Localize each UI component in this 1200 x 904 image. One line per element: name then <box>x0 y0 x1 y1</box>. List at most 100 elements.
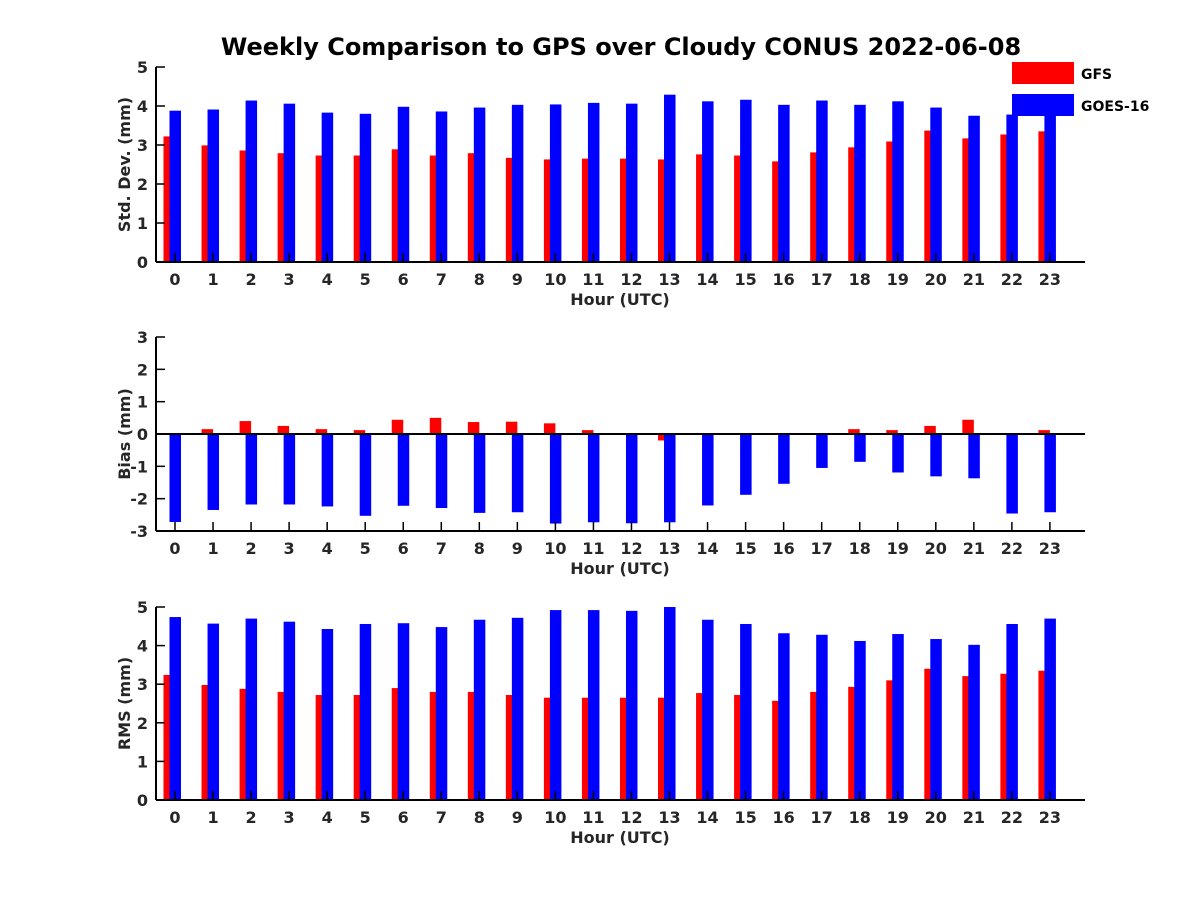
bar-gfs-hour-12 <box>619 158 632 262</box>
bar-gfs-hour-20 <box>924 130 936 262</box>
bar-gfs-hour-19 <box>886 680 898 800</box>
bar-goes-16-hour-17 <box>816 434 828 468</box>
bar-gfs-hour-8 <box>467 691 480 800</box>
bar-goes-16-hour-13 <box>664 434 676 523</box>
bar-goes-16-hour-7 <box>435 434 448 509</box>
bar-goes-16-hour-15 <box>740 434 752 495</box>
bar-gfs-hour-10 <box>543 423 556 434</box>
bar-goes-16-hour-8 <box>473 107 486 262</box>
bar-goes-16-hour-6 <box>397 623 410 800</box>
bar-goes-16-hour-20 <box>930 107 942 262</box>
chart-title: Weekly Comparison to GPS over Cloudy CON… <box>221 33 1021 61</box>
bar-gfs-hour-22 <box>1000 134 1012 262</box>
bar-goes-16-hour-23 <box>1044 618 1056 800</box>
bar-gfs-hour-11 <box>581 158 594 262</box>
bar-goes-16-hour-23 <box>1044 107 1056 262</box>
y-tick-label: 5 <box>137 58 148 77</box>
x-tick-label: 23 <box>1039 270 1061 289</box>
bar-gfs-hour-13 <box>658 159 670 262</box>
x-tick-label: 1 <box>207 808 218 827</box>
x-tick-label: 15 <box>734 270 756 289</box>
bar-gfs-hour-1 <box>201 429 214 434</box>
bar-gfs-hour-16 <box>772 700 784 800</box>
x-tick-label: 8 <box>474 270 485 289</box>
bar-goes-16-hour-20 <box>930 639 942 800</box>
bar-goes-16-hour-6 <box>397 106 410 262</box>
x-axis-label: Hour (UTC) <box>570 290 670 309</box>
x-tick-label: 23 <box>1039 808 1061 827</box>
bar-goes-16-hour-19 <box>892 634 904 800</box>
bar-goes-16-hour-6 <box>397 434 410 506</box>
bar-goes-16-hour-16 <box>778 633 790 800</box>
x-tick-label: 9 <box>512 539 523 558</box>
x-tick-label: 0 <box>169 808 180 827</box>
bar-goes-16-hour-23 <box>1044 434 1056 513</box>
x-tick-label: 6 <box>398 808 409 827</box>
bar-goes-16-hour-11 <box>587 434 600 523</box>
bar-goes-16-hour-11 <box>587 102 600 262</box>
bar-gfs-hour-11 <box>581 697 594 800</box>
x-tick-label: 22 <box>1001 539 1023 558</box>
bar-gfs-hour-22 <box>1000 673 1012 800</box>
y-tick-label: 2 <box>137 360 148 379</box>
bar-gfs-hour-11 <box>581 430 594 434</box>
bar-gfs-hour-23 <box>1038 670 1050 800</box>
bar-gfs-hour-15 <box>734 155 746 262</box>
bar-goes-16-hour-9 <box>511 104 524 262</box>
y-tick-label: 1 <box>137 214 148 233</box>
bar-gfs-hour-10 <box>543 697 556 800</box>
x-tick-label: 4 <box>322 270 333 289</box>
bar-goes-16-hour-5 <box>359 113 372 262</box>
bar-goes-16-hour-21 <box>968 434 980 479</box>
x-tick-label: 17 <box>811 539 833 558</box>
bar-gfs-hour-2 <box>239 421 252 434</box>
bar-goes-16-hour-4 <box>321 112 334 262</box>
x-tick-label: 0 <box>169 539 180 558</box>
bar-goes-16-hour-18 <box>854 640 866 800</box>
bar-gfs-hour-7 <box>429 155 442 262</box>
bar-goes-16-hour-14 <box>702 434 714 506</box>
bar-goes-16-hour-9 <box>511 434 524 513</box>
bar-gfs-hour-12 <box>619 697 632 800</box>
x-tick-label: 21 <box>963 539 985 558</box>
bar-gfs-hour-8 <box>467 153 480 262</box>
x-tick-label: 20 <box>925 808 947 827</box>
bar-gfs-hour-19 <box>886 430 898 434</box>
x-tick-label: 20 <box>925 539 947 558</box>
y-tick-label: -3 <box>130 522 148 541</box>
x-tick-label: 7 <box>436 270 447 289</box>
bar-goes-16-hour-17 <box>816 100 828 262</box>
bar-gfs-hour-6 <box>391 149 404 262</box>
bar-gfs-hour-7 <box>429 417 442 434</box>
y-axis-label: RMS (mm) <box>115 657 134 750</box>
x-tick-label: 9 <box>512 270 523 289</box>
bar-gfs-hour-23 <box>1038 430 1050 434</box>
bar-gfs-hour-4 <box>315 695 328 800</box>
x-tick-label: 8 <box>474 808 485 827</box>
x-tick-label: 18 <box>849 808 871 827</box>
bar-goes-16-hour-22 <box>1006 434 1018 514</box>
legend-label-gfs: GFS <box>1081 67 1112 83</box>
bar-gfs-hour-19 <box>886 141 898 262</box>
bar-goes-16-hour-7 <box>435 111 448 263</box>
y-tick-label: 3 <box>137 328 148 347</box>
bar-gfs-hour-6 <box>391 419 404 434</box>
x-tick-label: 0 <box>169 270 180 289</box>
x-tick-label: 4 <box>322 808 333 827</box>
x-tick-label: 3 <box>284 270 295 289</box>
x-tick-label: 23 <box>1039 539 1061 558</box>
x-tick-label: 15 <box>734 539 756 558</box>
x-axis-label: Hour (UTC) <box>570 828 670 847</box>
bar-goes-16-hour-3 <box>283 103 296 262</box>
y-tick-label: 0 <box>137 425 148 444</box>
y-tick-label: 4 <box>137 637 148 656</box>
y-axis-label: Std. Dev. (mm) <box>115 97 134 232</box>
bar-goes-16-hour-18 <box>854 104 866 262</box>
bar-goes-16-hour-16 <box>778 104 790 262</box>
x-tick-label: 11 <box>582 539 604 558</box>
x-tick-label: 5 <box>360 270 371 289</box>
